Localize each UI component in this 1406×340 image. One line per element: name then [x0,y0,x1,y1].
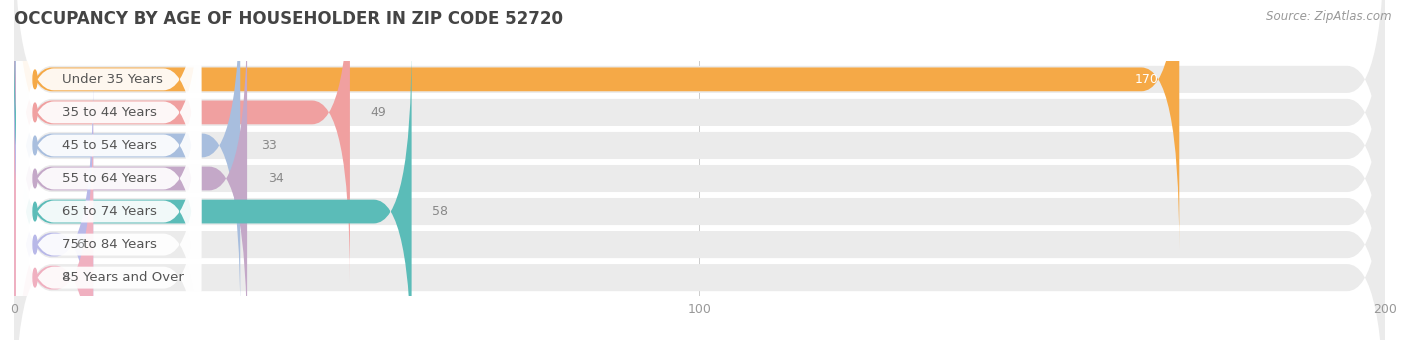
FancyBboxPatch shape [15,0,201,316]
Circle shape [32,103,37,122]
Text: 65 to 74 Years: 65 to 74 Years [62,205,157,218]
Text: 34: 34 [267,172,284,185]
FancyBboxPatch shape [14,10,1385,340]
Text: 33: 33 [262,139,277,152]
FancyBboxPatch shape [14,0,350,282]
Text: 35 to 44 Years: 35 to 44 Years [62,106,157,119]
Text: Source: ZipAtlas.com: Source: ZipAtlas.com [1267,10,1392,23]
Circle shape [32,136,37,155]
FancyBboxPatch shape [14,109,1385,340]
FancyBboxPatch shape [15,74,201,340]
Text: OCCUPANCY BY AGE OF HOUSEHOLDER IN ZIP CODE 52720: OCCUPANCY BY AGE OF HOUSEHOLDER IN ZIP C… [14,10,562,28]
Text: 6: 6 [76,238,83,251]
Circle shape [32,268,37,287]
FancyBboxPatch shape [15,0,201,283]
FancyBboxPatch shape [15,41,201,340]
Text: Under 35 Years: Under 35 Years [62,73,163,86]
FancyBboxPatch shape [14,0,240,315]
Text: 4: 4 [62,271,70,284]
FancyBboxPatch shape [14,0,1385,313]
FancyBboxPatch shape [14,42,412,340]
FancyBboxPatch shape [14,44,1385,340]
Text: 75 to 84 Years: 75 to 84 Years [62,238,157,251]
Text: 45 to 54 Years: 45 to 54 Years [62,139,157,152]
Text: 55 to 64 Years: 55 to 64 Years [62,172,157,185]
FancyBboxPatch shape [15,0,201,250]
Circle shape [32,169,37,188]
FancyBboxPatch shape [14,76,1385,340]
Circle shape [32,202,37,221]
FancyBboxPatch shape [15,8,201,340]
FancyBboxPatch shape [14,75,93,340]
Text: 85 Years and Over: 85 Years and Over [62,271,184,284]
FancyBboxPatch shape [14,0,1385,280]
Text: 170: 170 [1135,73,1159,86]
FancyBboxPatch shape [15,107,201,340]
FancyBboxPatch shape [14,108,93,340]
Circle shape [32,235,37,254]
FancyBboxPatch shape [14,0,1180,249]
Circle shape [32,70,37,89]
Text: 49: 49 [371,106,387,119]
Text: 58: 58 [432,205,449,218]
FancyBboxPatch shape [14,8,247,340]
FancyBboxPatch shape [14,0,1385,248]
